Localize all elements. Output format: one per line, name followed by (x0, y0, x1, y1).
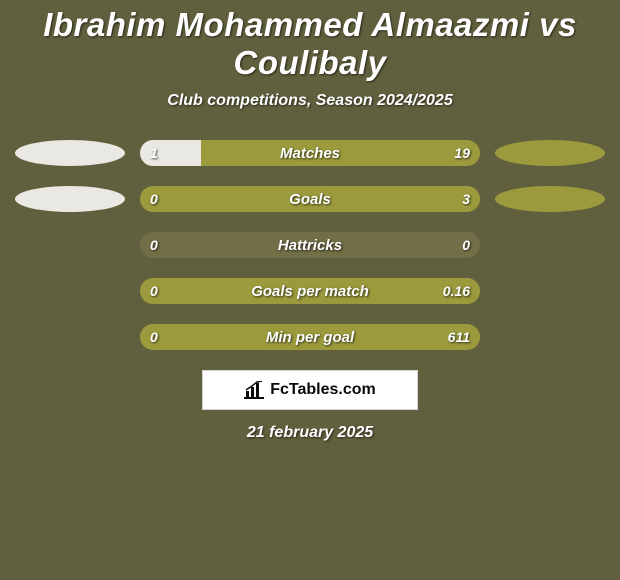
source-logo: FcTables.com (202, 370, 418, 410)
chart-icon (244, 381, 264, 399)
date-text: 21 february 2025 (0, 424, 620, 442)
stat-bar: 119Matches (140, 140, 480, 166)
stat-label: Min per goal (140, 324, 480, 350)
stat-row: 119Matches (0, 140, 620, 166)
stat-row: 00.16Goals per match (0, 278, 620, 304)
right-ellipse (495, 186, 605, 212)
stat-bar: 0611Min per goal (140, 324, 480, 350)
page-title: Ibrahim Mohammed Almaazmi vs Coulibaly (0, 6, 620, 82)
stat-bar: 00.16Goals per match (140, 278, 480, 304)
comparison-infographic: Ibrahim Mohammed Almaazmi vs Coulibaly C… (0, 0, 620, 580)
right-ellipse (495, 140, 605, 166)
subtitle: Club competitions, Season 2024/2025 (0, 92, 620, 110)
left-ellipse (15, 140, 125, 166)
left-ellipse (15, 186, 125, 212)
stat-label: Matches (140, 140, 480, 166)
stat-row: 03Goals (0, 186, 620, 212)
stat-bar: 03Goals (140, 186, 480, 212)
stat-bar: 00Hattricks (140, 232, 480, 258)
stat-row: 00Hattricks (0, 232, 620, 258)
stat-label: Goals per match (140, 278, 480, 304)
stat-label: Goals (140, 186, 480, 212)
stat-row: 0611Min per goal (0, 324, 620, 350)
stat-rows: 119Matches 03Goals 00Hattricks 00.16Goals p… (0, 140, 620, 350)
stat-label: Hattricks (140, 232, 480, 258)
source-logo-text: FcTables.com (270, 381, 376, 399)
